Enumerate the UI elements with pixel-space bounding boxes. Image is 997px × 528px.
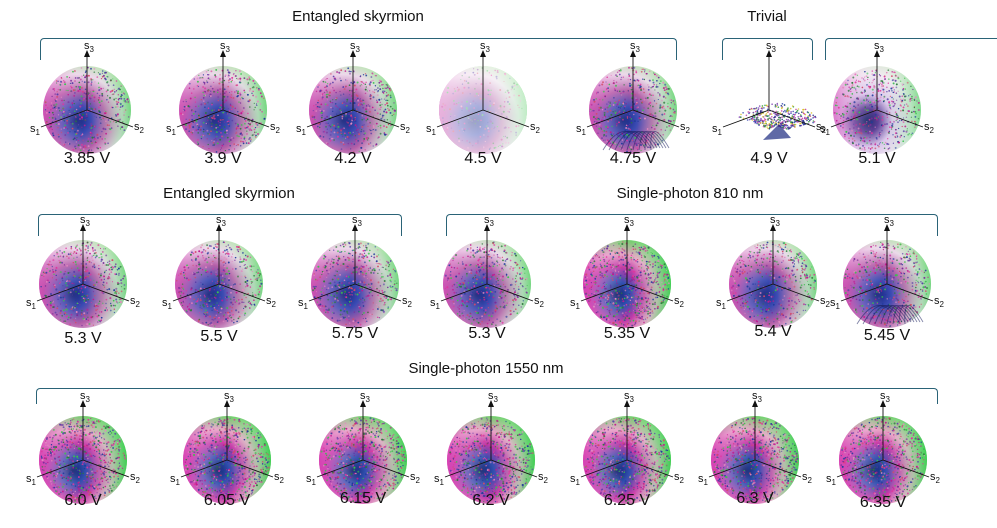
s1-axis-label: s1	[30, 123, 41, 137]
group-title-entangled-skyrmion-row1: Entangled skyrmion	[292, 8, 424, 25]
s3-axis-label: s3	[360, 390, 371, 404]
s1-axis-label: s1	[306, 473, 317, 487]
s1-axis-label: s1	[570, 297, 581, 311]
group-title-single-photon-1550: Single-photon 1550 nm	[408, 360, 563, 377]
voltage-label: 5.3 V	[28, 330, 138, 348]
s3-axis-label: s3	[488, 390, 499, 404]
voltage-label: 6.15 V	[308, 490, 418, 508]
voltage-label: 6.25 V	[572, 492, 682, 510]
s1-axis-label: s1	[570, 473, 581, 487]
voltage-label: 5.4 V	[718, 323, 828, 341]
s3-axis-label: s3	[770, 214, 781, 228]
s3-axis-label: s3	[624, 214, 635, 228]
s1-axis-label: s1	[716, 297, 727, 311]
s1-axis-label: s1	[820, 123, 831, 137]
s2-axis-label: s2	[274, 471, 285, 485]
s3-axis-label: s3	[752, 390, 763, 404]
s1-axis-label: s1	[712, 123, 723, 137]
s2-axis-label: s2	[680, 121, 691, 135]
s1-axis-label: s1	[434, 473, 445, 487]
s3-axis-label: s3	[766, 40, 777, 54]
voltage-label: 5.75 V	[300, 325, 410, 343]
s2-axis-label: s2	[130, 471, 141, 485]
voltage-label: 6.2 V	[436, 492, 546, 510]
s1-axis-label: s1	[430, 297, 441, 311]
s3-axis-label: s3	[80, 214, 91, 228]
voltage-label: 4.5 V	[428, 150, 538, 168]
voltage-label: 5.5 V	[164, 328, 274, 346]
voltage-label: 5.3 V	[432, 325, 542, 343]
s1-axis-label: s1	[576, 123, 587, 137]
voltage-label: 5.35 V	[572, 325, 682, 343]
s1-axis-label: s1	[298, 297, 309, 311]
s1-axis-label: s1	[166, 123, 177, 137]
s1-axis-label: s1	[296, 123, 307, 137]
voltage-label: 6.05 V	[172, 492, 282, 510]
voltage-label: 6.0 V	[28, 492, 138, 510]
s3-axis-label: s3	[216, 214, 227, 228]
voltage-label: 3.9 V	[168, 150, 278, 168]
s2-axis-label: s2	[934, 295, 945, 309]
s2-axis-label: s2	[400, 121, 411, 135]
s1-axis-line	[723, 110, 769, 127]
s2-axis-label: s2	[410, 471, 421, 485]
voltage-label: 4.75 V	[578, 150, 688, 168]
s3-axis-label: s3	[884, 214, 895, 228]
s1-axis-label: s1	[426, 123, 437, 137]
s2-axis-label: s2	[266, 295, 277, 309]
s2-axis-label: s2	[820, 295, 831, 309]
voltage-label: 6.35 V	[828, 494, 938, 512]
group-title-trivial: Trivial	[747, 8, 786, 25]
voltage-label: 3.85 V	[32, 150, 142, 168]
s2-axis-label: s2	[538, 471, 549, 485]
voltage-label: 6.3 V	[700, 490, 810, 508]
s3-axis-label: s3	[484, 214, 495, 228]
group-title-single-photon-810: Single-photon 810 nm	[617, 185, 764, 202]
s3-axis-label: s3	[350, 40, 361, 54]
s3-axis-label: s3	[880, 390, 891, 404]
s3-axis-label: s3	[224, 390, 235, 404]
s2-axis-label: s2	[534, 295, 545, 309]
s3-axis-label: s3	[220, 40, 231, 54]
s1-axis-label: s1	[170, 473, 181, 487]
s2-axis-label: s2	[674, 295, 685, 309]
voltage-label: 4.2 V	[298, 150, 408, 168]
group-title-entangled-skyrmion-row2: Entangled skyrmion	[163, 185, 295, 202]
s2-axis-label: s2	[674, 471, 685, 485]
s2-axis-label: s2	[134, 121, 145, 135]
s1-axis-label: s1	[830, 297, 841, 311]
s3-axis-label: s3	[352, 214, 363, 228]
voltage-label: 5.1 V	[822, 150, 932, 168]
s2-axis-label: s2	[402, 295, 413, 309]
s3-axis-label: s3	[874, 40, 885, 54]
s3-axis-label: s3	[624, 390, 635, 404]
s3-axis-label: s3	[480, 40, 491, 54]
s2-axis-label: s2	[530, 121, 541, 135]
voltage-label: 4.9 V	[714, 150, 824, 168]
s2-axis-label: s2	[930, 471, 941, 485]
s3-axis-label: s3	[80, 390, 91, 404]
s1-axis-label: s1	[26, 297, 37, 311]
s1-axis-label: s1	[698, 473, 709, 487]
s2-axis-label: s2	[924, 121, 935, 135]
s3-axis-label: s3	[630, 40, 641, 54]
s2-axis-label: s2	[130, 295, 141, 309]
voltage-label: 5.45 V	[832, 327, 942, 345]
s1-axis-label: s1	[826, 473, 837, 487]
s1-axis-label: s1	[162, 297, 173, 311]
s3-axis-label: s3	[84, 40, 95, 54]
s2-axis-label: s2	[270, 121, 281, 135]
s1-axis-label: s1	[26, 473, 37, 487]
s2-axis-label: s2	[802, 471, 813, 485]
